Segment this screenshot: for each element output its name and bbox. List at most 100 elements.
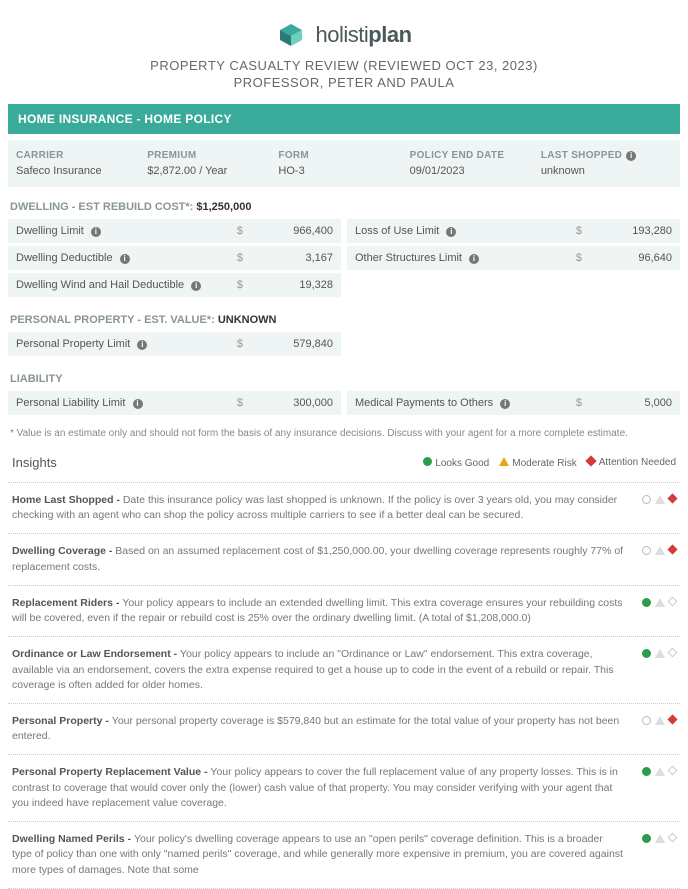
currency-symbol: $ <box>237 225 243 237</box>
good-mark-icon <box>642 649 651 658</box>
info-icon[interactable]: i <box>446 227 456 237</box>
status-marks <box>632 714 676 744</box>
liability-left-col: Personal Liability Limit i$300,000 <box>8 391 341 418</box>
good-mark-icon <box>642 495 651 504</box>
form-col: FORM HO-3 <box>278 150 409 177</box>
dwelling-left-col: Dwelling Limit i$966,400Dwelling Deducti… <box>8 219 341 300</box>
attention-mark-icon <box>668 596 678 606</box>
last-shopped-value: unknown <box>541 165 672 177</box>
currency-symbol: $ <box>576 225 582 237</box>
liability-heading: LIABILITY <box>8 359 680 391</box>
brand-name: holistiplan <box>316 22 412 47</box>
brand-header: holistiplan <box>8 8 680 58</box>
info-icon[interactable]: i <box>133 399 143 409</box>
row-label: Personal Liability Limit i <box>16 397 237 409</box>
end-date-value: 09/01/2023 <box>410 165 541 177</box>
attention-mark-icon <box>668 494 678 504</box>
insight-item: Replacement Riders - Your policy appears… <box>8 586 680 637</box>
status-marks <box>632 832 676 878</box>
legend-moderate: Moderate Risk <box>499 457 576 469</box>
status-marks <box>632 765 676 811</box>
row-value: 19,328 <box>273 279 333 291</box>
info-icon[interactable]: i <box>500 399 510 409</box>
good-mark-icon <box>642 546 651 555</box>
liability-right-col: Medical Payments to Others i$5,000 <box>347 391 680 418</box>
data-row: Personal Liability Limit i$300,000 <box>8 391 341 415</box>
moderate-mark-icon <box>655 834 665 843</box>
currency-symbol: $ <box>237 338 243 350</box>
row-value: 300,000 <box>273 397 333 409</box>
insights-legend: Looks Good Moderate Risk Attention Neede… <box>423 457 676 469</box>
data-row: Loss of Use Limit i$193,280 <box>347 219 680 243</box>
insight-item: Personal Property - Your personal proper… <box>8 704 680 755</box>
row-label: Medical Payments to Others i <box>355 397 576 409</box>
form-value: HO-3 <box>278 165 409 177</box>
info-icon[interactable]: i <box>120 254 130 264</box>
end-date-label: POLICY END DATE <box>410 150 541 161</box>
report-client-name: PROFESSOR, PETER AND PAULA <box>8 75 680 90</box>
row-value: 96,640 <box>612 252 672 264</box>
good-icon <box>423 457 432 466</box>
row-label: Other Structures Limit i <box>355 252 576 264</box>
report-title-line1: PROPERTY CASUALTY REVIEW (REVIEWED OCT 2… <box>8 58 680 73</box>
attention-mark-icon <box>668 766 678 776</box>
good-mark-icon <box>642 767 651 776</box>
moderate-icon <box>499 457 509 466</box>
insight-item: Dwelling Coverage - Based on an assumed … <box>8 534 680 585</box>
row-label: Loss of Use Limit i <box>355 225 576 237</box>
insights-header: Insights Looks Good Moderate Risk Attent… <box>8 447 680 483</box>
info-icon[interactable]: i <box>626 151 636 161</box>
good-mark-icon <box>642 716 651 725</box>
attention-mark-icon <box>668 545 678 555</box>
legend-good: Looks Good <box>423 457 489 469</box>
premium-label: PREMIUM <box>147 150 278 161</box>
currency-symbol: $ <box>237 397 243 409</box>
info-icon[interactable]: i <box>469 254 479 264</box>
row-value: 5,000 <box>612 397 672 409</box>
attention-mark-icon <box>668 648 678 658</box>
moderate-mark-icon <box>655 495 665 504</box>
info-icon[interactable]: i <box>91 227 101 237</box>
moderate-mark-icon <box>655 546 665 555</box>
logo-icon <box>276 20 306 50</box>
attention-mark-icon <box>668 833 678 843</box>
data-row: Medical Payments to Others i$5,000 <box>347 391 680 415</box>
moderate-mark-icon <box>655 598 665 607</box>
info-icon[interactable]: i <box>191 281 201 291</box>
section-heading: HOME INSURANCE - HOME POLICY <box>8 104 680 134</box>
insight-text: Dwelling Named Perils - Your policy's dw… <box>12 832 624 878</box>
insight-item: Personal Property Replacement Value - Yo… <box>8 755 680 822</box>
good-mark-icon <box>642 598 651 607</box>
status-marks <box>632 596 676 626</box>
currency-symbol: $ <box>237 252 243 264</box>
row-label: Personal Property Limit i <box>16 338 237 350</box>
data-row: Dwelling Deductible i$3,167 <box>8 246 341 270</box>
insights-list: Home Last Shopped - Date this insurance … <box>8 483 680 889</box>
dwelling-right-col: Loss of Use Limit i$193,280 Other Structu… <box>347 219 680 300</box>
legend-attention: Attention Needed <box>587 457 676 468</box>
insight-text: Dwelling Coverage - Based on an assumed … <box>12 544 624 574</box>
row-value: 193,280 <box>612 225 672 237</box>
attention-icon <box>585 455 596 466</box>
moderate-mark-icon <box>655 649 665 658</box>
moderate-mark-icon <box>655 716 665 725</box>
good-mark-icon <box>642 834 651 843</box>
info-icon[interactable]: i <box>137 340 147 350</box>
insight-text: Personal Property - Your personal proper… <box>12 714 624 744</box>
row-value: 3,167 <box>273 252 333 264</box>
data-row: Dwelling Limit i$966,400 <box>8 219 341 243</box>
row-value: 966,400 <box>273 225 333 237</box>
status-marks <box>632 493 676 523</box>
attention-mark-icon <box>668 715 678 725</box>
insight-text: Ordinance or Law Endorsement - Your poli… <box>12 647 624 693</box>
report-title: PROPERTY CASUALTY REVIEW (REVIEWED OCT 2… <box>8 58 680 90</box>
end-date-col: POLICY END DATE 09/01/2023 <box>410 150 541 177</box>
last-shopped-label: LAST SHOPPEDi <box>541 150 672 161</box>
status-marks <box>632 544 676 574</box>
row-label: Dwelling Limit i <box>16 225 237 237</box>
row-label: Dwelling Deductible i <box>16 252 237 264</box>
insight-item: Dwelling Named Perils - Your policy's dw… <box>8 822 680 889</box>
carrier-label: CARRIER <box>16 150 147 161</box>
data-row: Personal Property Limit i$579,840 <box>8 332 341 356</box>
insight-item: Ordinance or Law Endorsement - Your poli… <box>8 637 680 704</box>
